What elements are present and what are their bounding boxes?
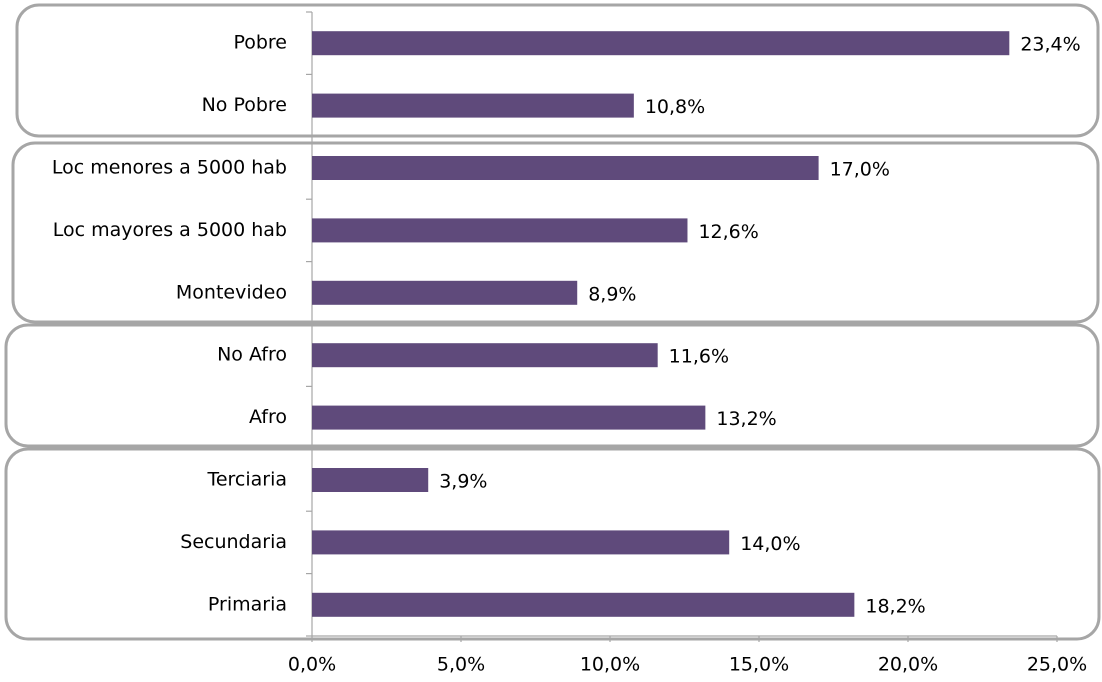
value-label: 23,4% (1020, 34, 1080, 56)
y-tick-label: Primaria (208, 593, 287, 615)
bar (312, 405, 706, 430)
y-tick-label: Afro (249, 406, 287, 428)
bar (312, 280, 578, 305)
y-tick-label: Secundaria (180, 531, 287, 553)
bar (312, 592, 855, 617)
bar (312, 218, 688, 243)
bar (312, 156, 819, 180)
bar (312, 530, 730, 555)
bar (312, 93, 634, 118)
group-box (11, 141, 1100, 324)
x-tick-label: 0,0% (288, 654, 336, 676)
value-label: 14,0% (740, 533, 800, 555)
value-label: 18,2% (865, 595, 925, 617)
y-tick-label: No Afro (217, 344, 287, 366)
y-tick-label: Montevideo (176, 281, 287, 303)
value-label: 10,8% (645, 96, 705, 118)
y-tick-label: Terciaria (206, 469, 287, 491)
group-box (4, 323, 1100, 448)
y-tick-label: No Pobre (202, 94, 287, 116)
bar (312, 468, 429, 492)
x-tick-label: 5,0% (437, 654, 485, 676)
value-label: 3,9% (439, 471, 487, 493)
x-tick-label: 20,0% (878, 654, 938, 676)
group-box (4, 447, 1101, 641)
value-label: 17,0% (830, 159, 890, 181)
y-tick-label: Pobre (233, 32, 287, 54)
value-label: 8,9% (588, 283, 636, 305)
group-box (15, 3, 1100, 138)
value-label: 11,6% (669, 346, 729, 368)
x-tick-label: 25,0% (1027, 654, 1087, 676)
bar (312, 343, 658, 368)
value-label: 13,2% (716, 408, 776, 430)
bar (312, 31, 1010, 56)
x-tick-label: 10,0% (580, 654, 640, 676)
value-label: 12,6% (698, 221, 758, 243)
x-tick-label: 15,0% (729, 654, 789, 676)
y-tick-label: Loc mayores a 5000 hab (53, 219, 287, 241)
y-tick-label: Loc menores a 5000 hab (52, 157, 287, 179)
